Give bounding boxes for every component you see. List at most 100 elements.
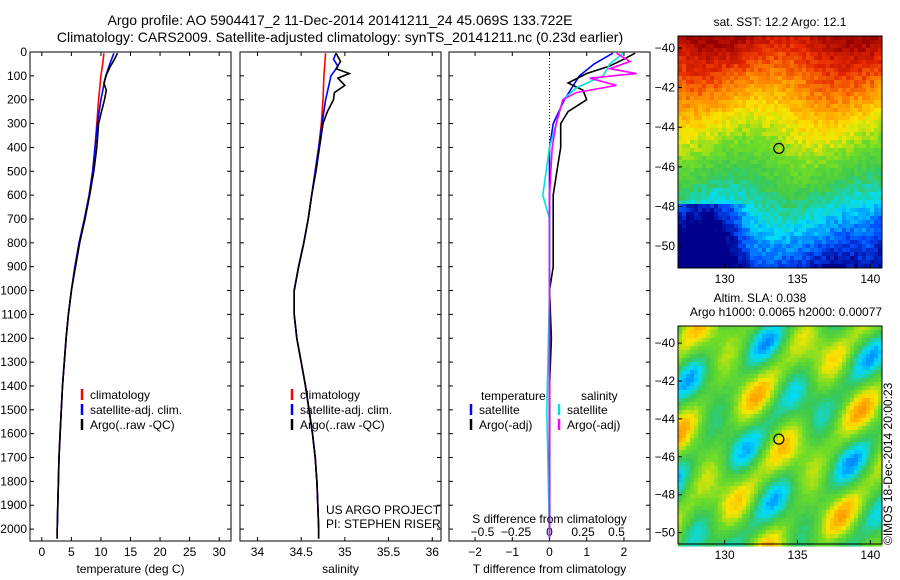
salinity-axes-frame (239, 51, 442, 542)
y-tick-label: 500 (7, 164, 27, 178)
sla_map-frame (677, 325, 883, 545)
map-y-tick-label: −44 (655, 120, 676, 134)
sst_map-frame (677, 35, 883, 269)
y-tick-label: 1100 (1, 307, 27, 321)
x-tick-label: 1 (583, 545, 590, 559)
series-argo-adj- (548, 52, 637, 539)
y-tick-label: 1400 (0, 379, 27, 393)
x-tick-label: 30 (212, 545, 226, 559)
plot-title-line-1: Argo profile: AO 5904417_2 11-Dec-2014 2… (107, 12, 573, 28)
map-y-tick-label: −40 (655, 41, 676, 55)
map-y-tick-label: −50 (655, 526, 676, 540)
temperature-xlabel: temperature (deg C) (76, 562, 184, 576)
legend-entry: satellite-adj. clim. (300, 403, 392, 417)
argo-location-marker (773, 433, 785, 445)
legend-entry: Argo(..raw -QC) (90, 418, 175, 432)
temperature-panel: 0100200300400500600700800900100011001200… (0, 45, 232, 576)
sst-map-title: sat. SST: 12.2 Argo: 12.1 (714, 15, 847, 29)
project-annotation: PI: STEPHEN RISER (326, 517, 441, 531)
legend-entry: Argo(..raw -QC) (300, 418, 385, 432)
y-tick-label: 1500 (0, 403, 27, 417)
x-tick-label: 5 (68, 545, 75, 559)
plot-title-line-2: Climatology: CARS2009. Satellite-adjuste… (56, 29, 624, 45)
x-tick-label: 25 (183, 545, 197, 559)
y-tick-label: 1300 (0, 355, 27, 369)
salinity-panel: 34 34.5 35 35.5 36 salinity climatologysatelli… (239, 51, 442, 576)
s-tick-label: 0.5 (608, 525, 625, 539)
s-tick-label: −0.5 (471, 525, 495, 539)
x-tick-label: 34 (251, 545, 265, 559)
y-tick-label: 600 (7, 188, 27, 202)
map-x-tick-label: 140 (860, 272, 880, 286)
difference-xlabel: T difference from climatology (473, 562, 627, 576)
y-tick-label: 1900 (0, 498, 27, 512)
legend-entry: climatology (90, 388, 150, 402)
salinity-xlabel: salinity (322, 562, 359, 576)
y-tick-label: 0 (20, 45, 27, 59)
project-annotation: US ARGO PROJECT (326, 503, 441, 517)
legend-entry: Argo(-adj) (567, 418, 620, 432)
y-tick-label: 800 (7, 236, 27, 250)
legend-entry: satellite (567, 403, 608, 417)
legend-entry: satellite (479, 403, 520, 417)
y-tick-label: 1200 (0, 331, 27, 345)
x-tick-label: 15 (124, 545, 138, 559)
y-tick-label: 300 (7, 117, 27, 131)
map-x-tick-label: 130 (715, 548, 735, 562)
legend-title-temperature: temperature (481, 389, 546, 403)
x-tick-label: 34.5 (289, 545, 313, 559)
s-tick-label: −0.25 (501, 525, 532, 539)
x-tick-label: −2 (468, 545, 482, 559)
x-tick-label: −1 (505, 545, 519, 559)
map-y-tick-label: −48 (655, 200, 676, 214)
map-y-tick-label: −44 (655, 412, 676, 426)
map-y-tick-label: −42 (655, 81, 676, 95)
x-tick-label: 2 (621, 545, 628, 559)
x-tick-label: 10 (94, 545, 108, 559)
x-tick-label: 35.5 (377, 545, 401, 559)
x-tick-label: 0 (546, 545, 553, 559)
map-x-tick-label: 135 (787, 548, 807, 562)
sst_map-panel: 130 135 140 −40 −42 −44 −46 −48 −50 sat. SST: 12.… (655, 15, 883, 286)
y-tick-label: 1800 (0, 474, 27, 488)
sla_map-panel: 130 135 140 −40 −42 −44 −46 −48 −50 Altim. SLA: 0… (655, 291, 883, 562)
map-x-tick-label: 135 (787, 272, 807, 286)
y-tick-label: 1600 (0, 427, 27, 441)
difference-top-xlabel: S difference from climatology (472, 512, 627, 526)
y-tick-label: 100 (7, 69, 27, 83)
y-tick-label: 900 (7, 260, 27, 274)
series-argo-raw-qc- (56, 52, 119, 539)
map-y-tick-label: −40 (655, 336, 676, 350)
x-tick-label: 36 (426, 545, 440, 559)
map-x-tick-label: 140 (860, 548, 880, 562)
series-argo-raw-qc- (293, 52, 352, 539)
copyright-note: ©IMOS 18-Dec-2014 20:00:23 (881, 382, 895, 545)
x-tick-label: 0 (38, 545, 45, 559)
x-tick-label: 35 (338, 545, 352, 559)
legend-entry: Argo(-adj) (479, 418, 532, 432)
sst_map-heatmap (678, 36, 883, 269)
map-y-tick-label: −42 (655, 374, 676, 388)
sla_map-heatmap (678, 326, 883, 547)
sla-map-title-1: Altim. SLA: 0.038 (714, 291, 807, 305)
y-tick-label: 1700 (0, 451, 27, 465)
s-tick-label: 0.25 (571, 525, 595, 539)
y-tick-label: 200 (7, 93, 27, 107)
argo-location-marker (773, 142, 785, 155)
map-y-tick-label: −50 (655, 239, 676, 253)
y-tick-label: 700 (7, 212, 27, 226)
map-y-tick-label: −46 (655, 450, 676, 464)
y-tick-label: 2000 (0, 522, 27, 536)
y-tick-label: 1000 (0, 284, 27, 298)
legend-title-salinity: salinity (581, 389, 618, 403)
sla-map-title-2: Argo h1000: 0.0065 h2000: 0.00077 (690, 305, 882, 319)
legend-entry: climatology (300, 388, 360, 402)
map-y-tick-label: −46 (655, 160, 676, 174)
y-tick-label: 400 (7, 140, 27, 154)
map-y-tick-label: −48 (655, 488, 676, 502)
temperature-axes-frame (29, 51, 232, 542)
legend-entry: satellite-adj. clim. (90, 403, 182, 417)
map-x-tick-label: 130 (715, 272, 735, 286)
